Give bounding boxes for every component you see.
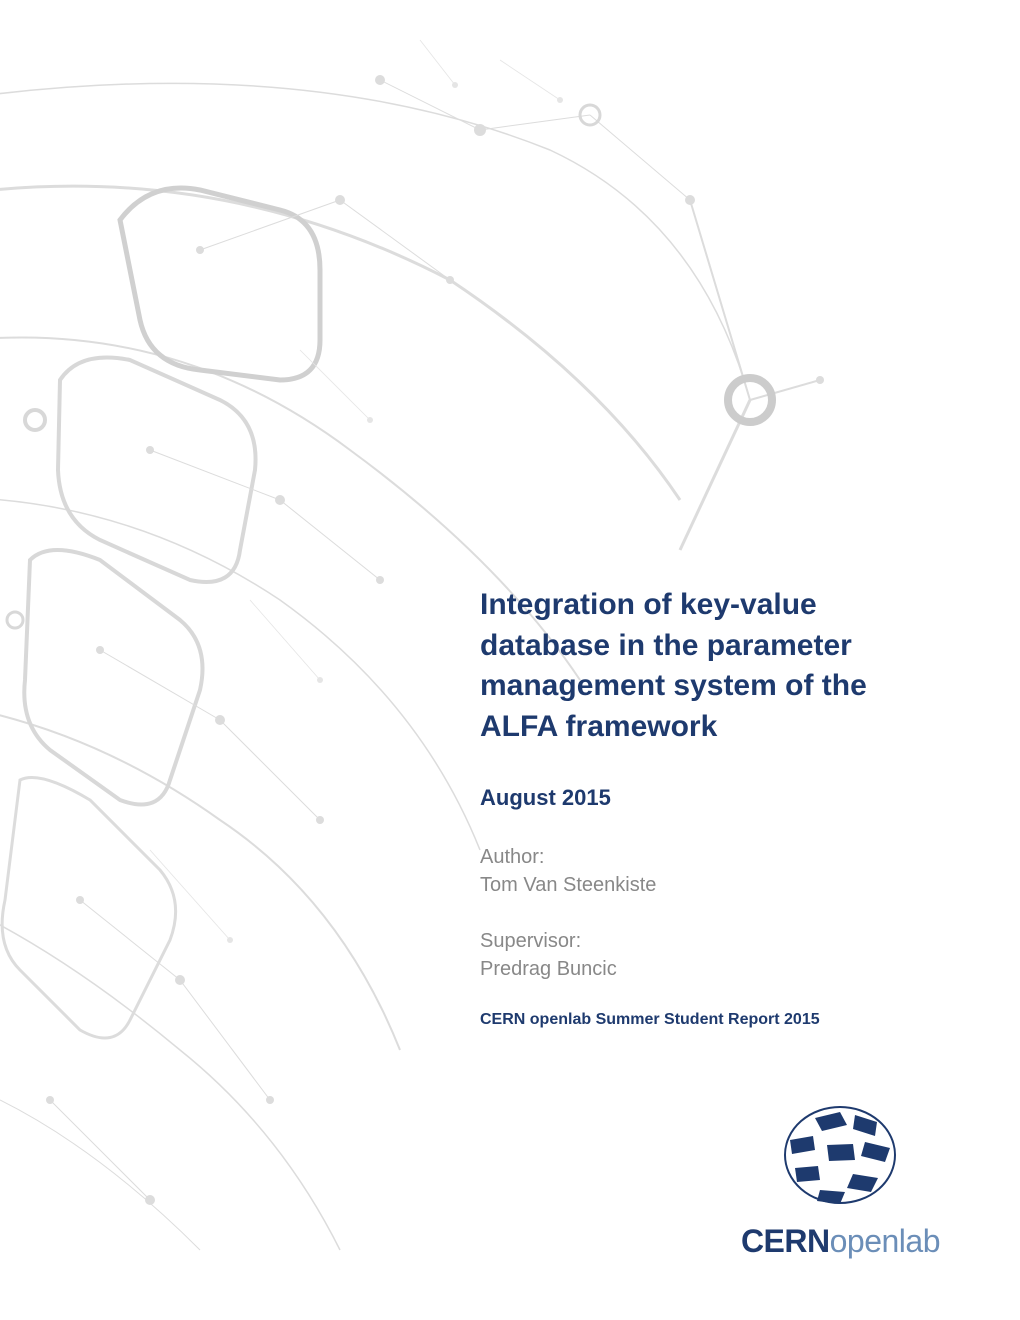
report-series-line: CERN openlab Summer Student Report 2015 — [480, 1011, 950, 1029]
cover-content: Integration of key-value database in the… — [480, 585, 950, 1029]
supervisor-name: Predrag Buncic — [480, 955, 950, 983]
author-block: Author: Tom Van Steenkiste — [480, 843, 950, 899]
document-date: August 2015 — [480, 785, 950, 811]
logo-text-light: openlab — [830, 1223, 940, 1259]
openlab-logo-icon — [765, 1100, 915, 1210]
supervisor-block: Supervisor: Predrag Buncic — [480, 927, 950, 983]
document-title: Integration of key-value database in the… — [480, 585, 950, 747]
logo-text: CERNopenlab — [741, 1223, 940, 1260]
cern-openlab-logo: CERNopenlab — [741, 1100, 940, 1260]
author-name: Tom Van Steenkiste — [480, 871, 950, 899]
supervisor-label: Supervisor: — [480, 927, 950, 955]
author-label: Author: — [480, 843, 950, 871]
logo-text-bold: CERN — [741, 1223, 830, 1259]
